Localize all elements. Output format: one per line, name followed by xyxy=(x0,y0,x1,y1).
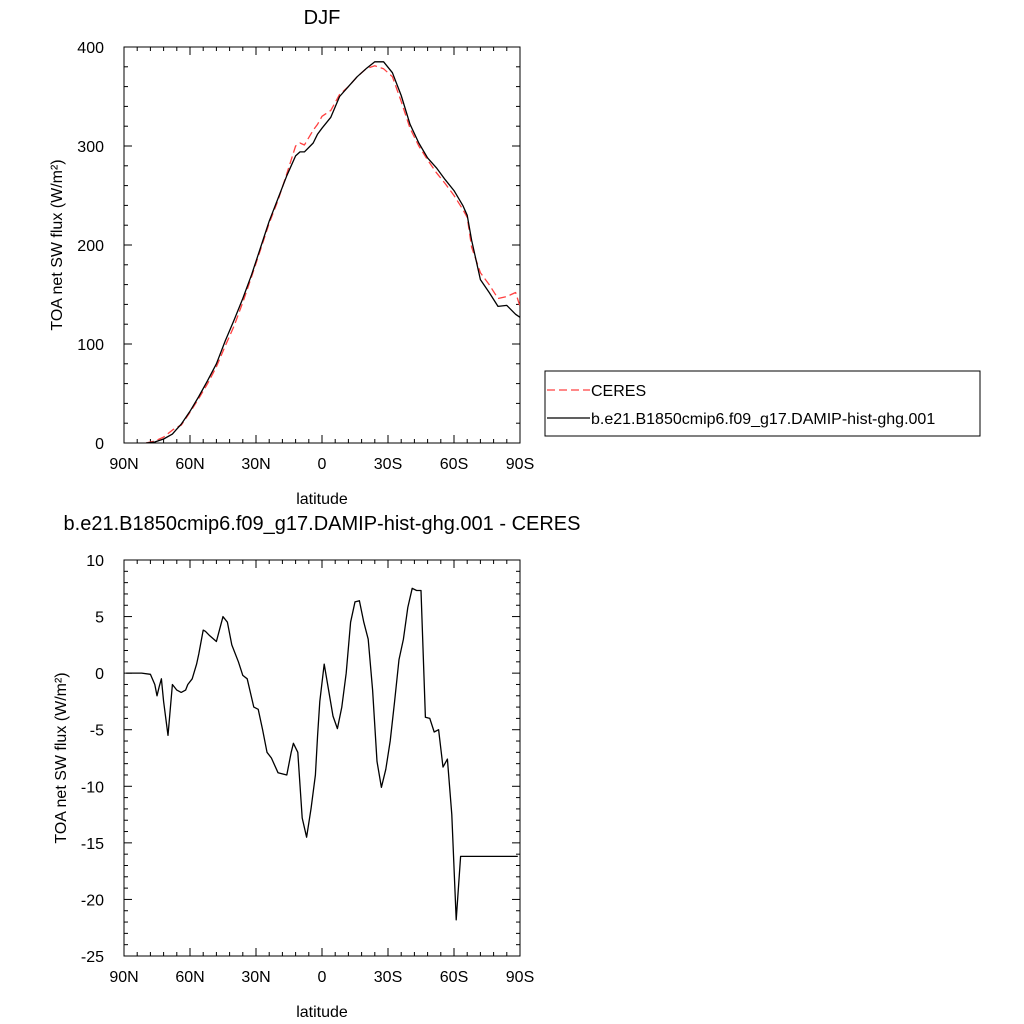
plot-frame xyxy=(123,46,521,444)
series-line xyxy=(145,65,520,443)
plot-frame xyxy=(123,559,521,957)
x-tick-label: 90N xyxy=(109,969,138,986)
chart-title: b.e21.B1850cmip6.f09_g17.DAMIP-hist-ghg.… xyxy=(64,513,581,535)
y-tick-label: 200 xyxy=(77,238,104,255)
chart-djf-zonal-mean: DJF 90N 60N 30N 0 30S 60S 90S 0 100 200 300 400 latit… xyxy=(49,7,534,508)
x-tick-label: 90N xyxy=(109,456,138,473)
y-tick-label: 0 xyxy=(95,666,104,683)
y-tick-label: 100 xyxy=(77,337,104,354)
y-tick-label: -20 xyxy=(81,892,104,909)
y-tick-label: 300 xyxy=(77,139,104,156)
y-tick-label: 5 xyxy=(95,610,104,627)
y-tick-label: 0 xyxy=(95,436,104,453)
x-tick-label: 60S xyxy=(440,969,468,986)
x-tick-label: 60N xyxy=(175,969,204,986)
y-tick-label: -25 xyxy=(81,949,104,966)
x-tick-label: 30N xyxy=(241,456,270,473)
chart-difference-model-minus-ceres: b.e21.B1850cmip6.f09_g17.DAMIP-hist-ghg.… xyxy=(53,513,580,1021)
x-tick-label: 30S xyxy=(374,969,402,986)
y-tick-label: -10 xyxy=(81,779,104,796)
series-line xyxy=(145,61,520,443)
y-tick-label: -15 xyxy=(81,836,104,853)
x-axis-label: latitude xyxy=(296,491,348,508)
y-tick-label: 400 xyxy=(77,40,104,57)
x-axis-label: latitude xyxy=(296,1004,348,1021)
y-tick-label: 10 xyxy=(86,553,104,570)
x-tick-label: 90S xyxy=(506,969,534,986)
y-axis-label: TOA net SW flux (W/m²) xyxy=(49,159,66,330)
legend-entry: CERES xyxy=(591,383,646,400)
chart-title: DJF xyxy=(304,7,341,29)
x-tick-label: 30S xyxy=(374,456,402,473)
legend: CERES b.e21.B1850cmip6.f09_g17.DAMIP-hist… xyxy=(544,370,981,437)
x-tick-label: 30N xyxy=(241,969,270,986)
y-tick-label: -5 xyxy=(90,723,104,740)
legend-entry: b.e21.B1850cmip6.f09_g17.DAMIP-hist-ghg.… xyxy=(591,411,935,428)
y-axis-label: TOA net SW flux (W/m²) xyxy=(53,672,70,843)
series-line xyxy=(126,587,518,921)
x-tick-label: 60N xyxy=(175,456,204,473)
x-tick-label: 0 xyxy=(318,456,327,473)
x-tick-label: 0 xyxy=(318,969,327,986)
x-tick-label: 60S xyxy=(440,456,468,473)
legend-box xyxy=(544,370,981,437)
x-tick-label: 90S xyxy=(506,456,534,473)
